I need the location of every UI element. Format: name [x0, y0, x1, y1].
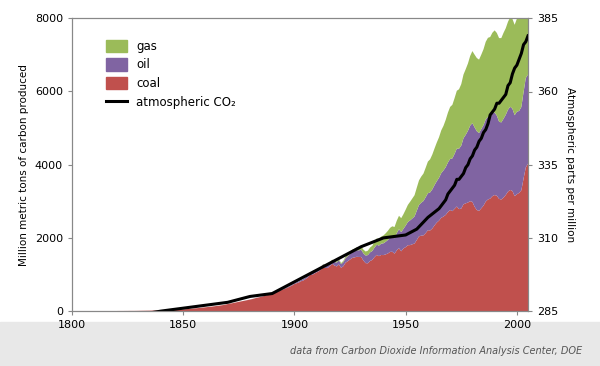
Text: data from Carbon Dioxide Information Analysis Center, DOE: data from Carbon Dioxide Information Ana…	[290, 346, 582, 356]
Y-axis label: Atmospheric parts per million: Atmospheric parts per million	[565, 87, 575, 242]
Legend: gas, oil, coal, atmospheric CO₂: gas, oil, coal, atmospheric CO₂	[96, 30, 245, 119]
Y-axis label: Million metric tons of carbon produced: Million metric tons of carbon produced	[19, 64, 29, 266]
